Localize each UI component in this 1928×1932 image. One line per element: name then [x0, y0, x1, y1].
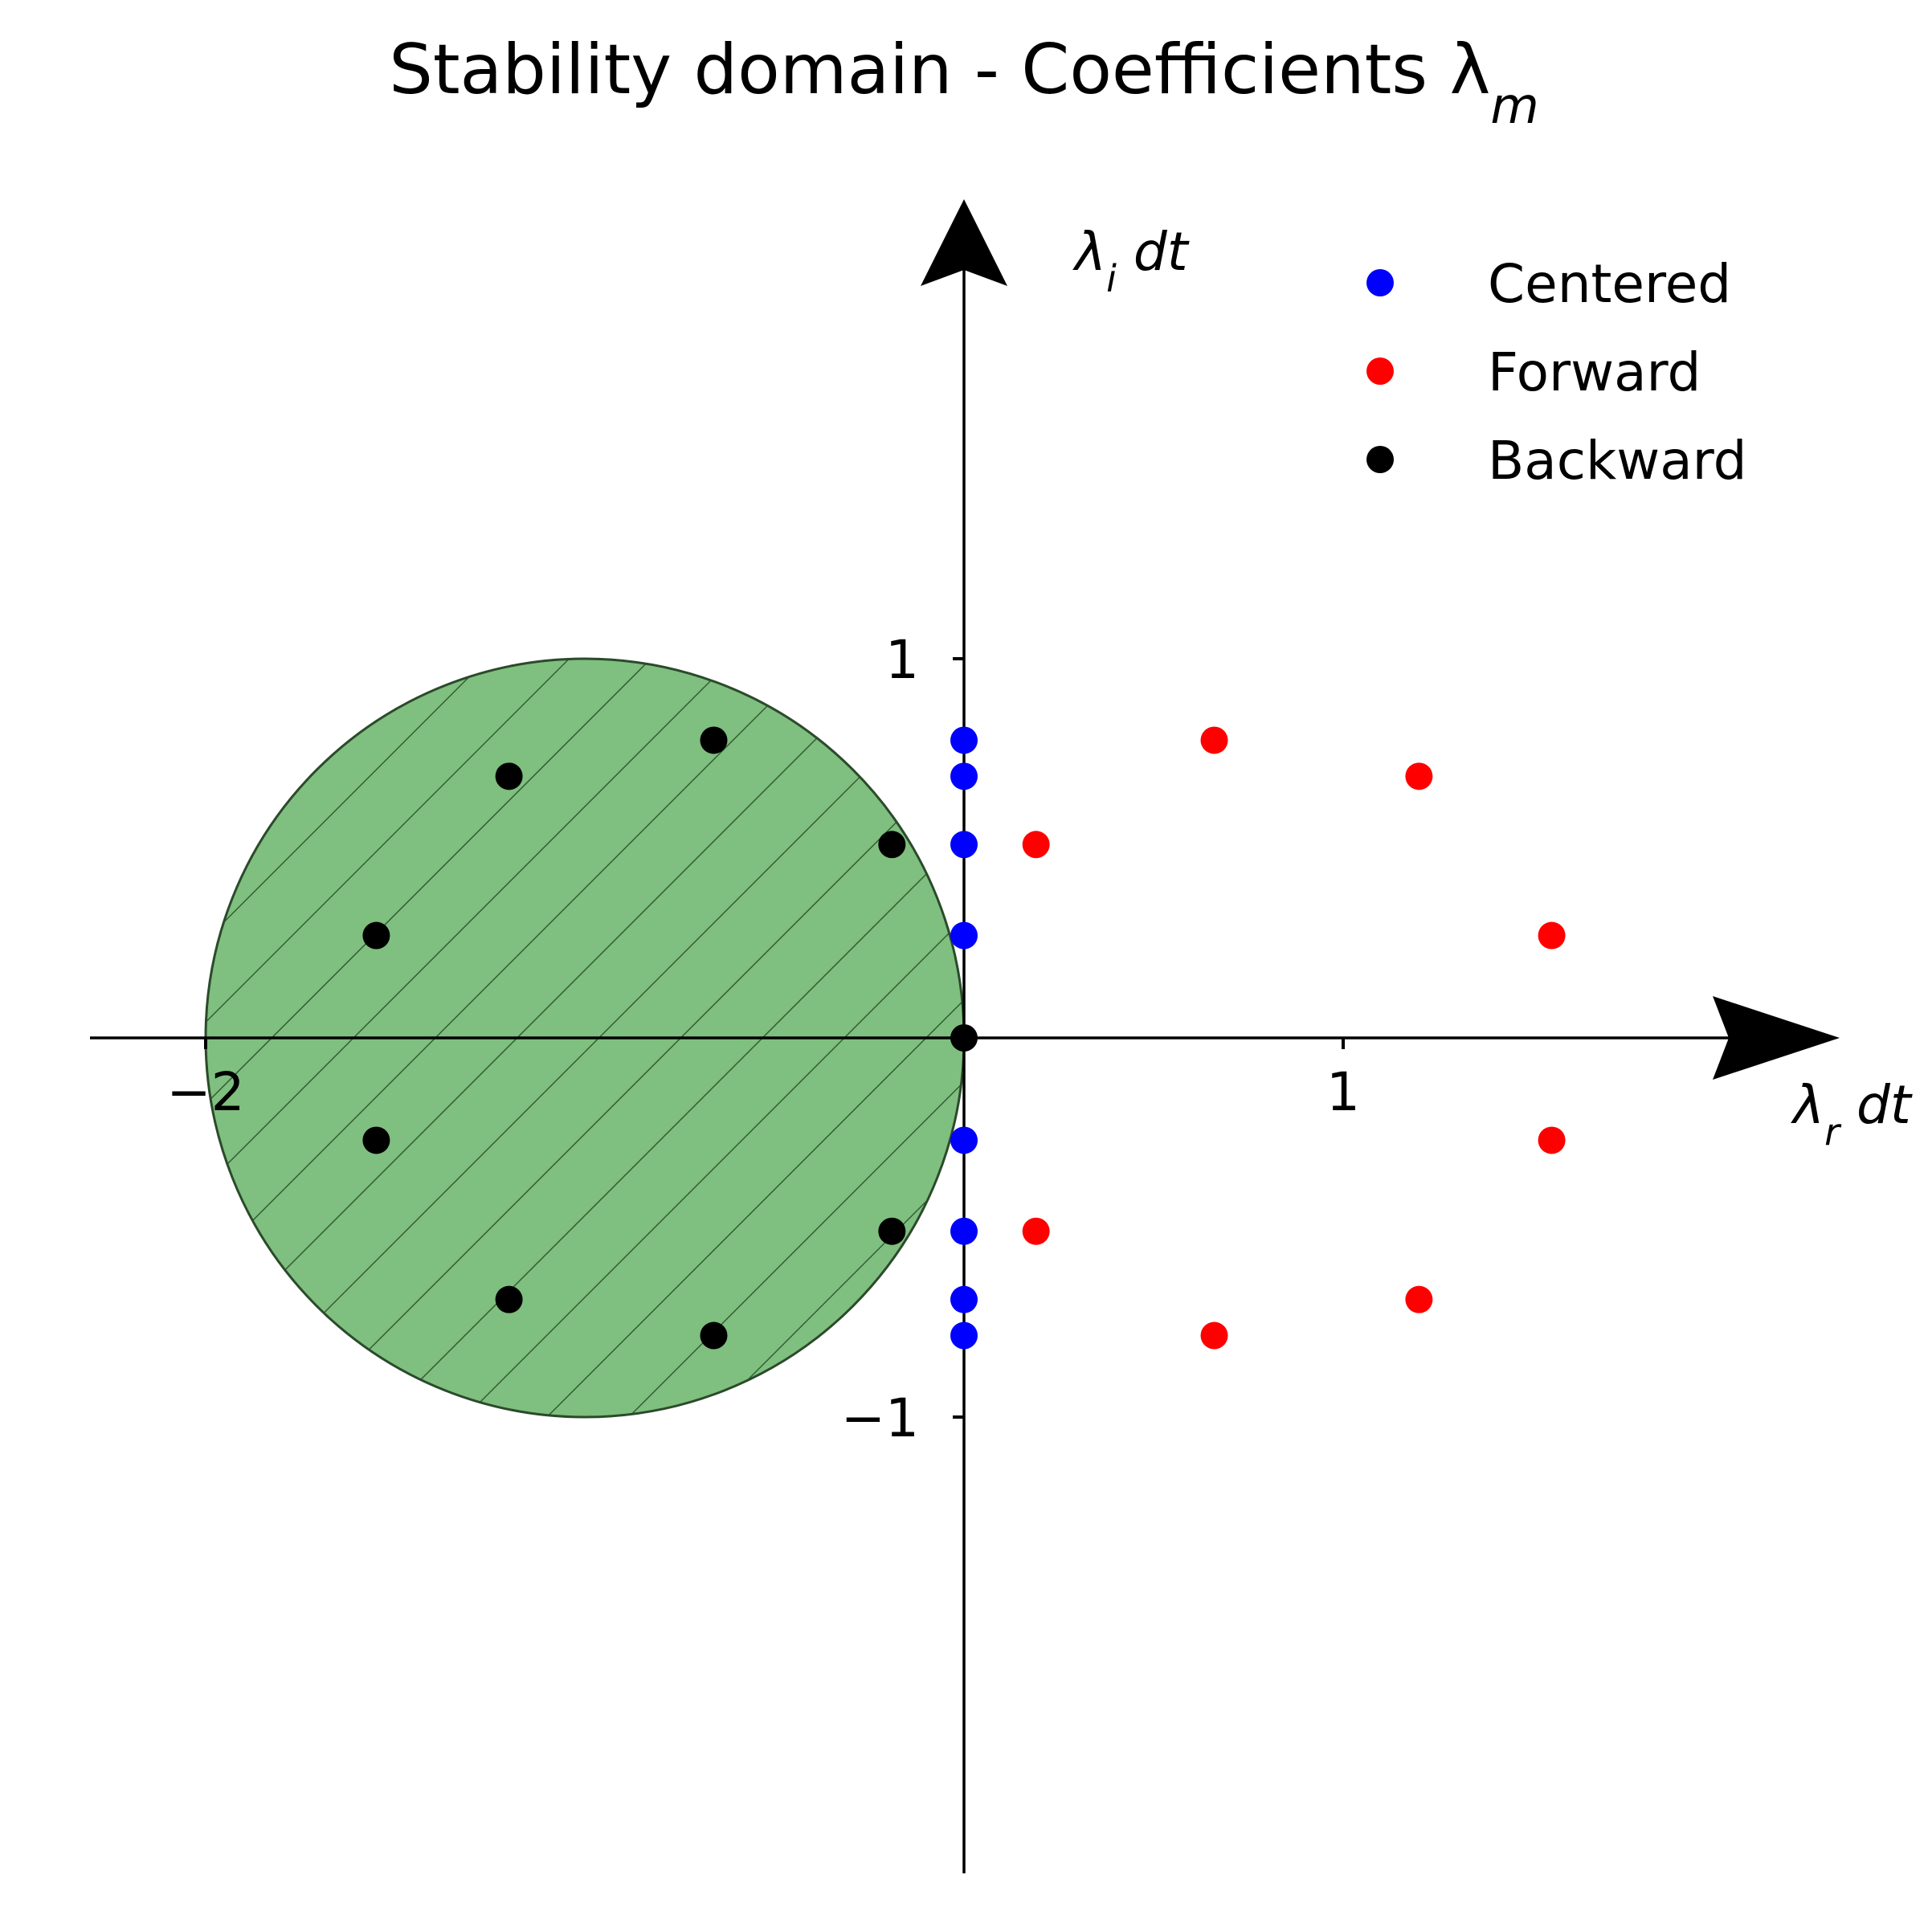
point-centered: [950, 1321, 978, 1350]
point-forward: [1538, 921, 1566, 950]
point-backward: [950, 1024, 978, 1052]
point-centered: [950, 1126, 978, 1154]
legend-marker-forward: [1366, 357, 1394, 385]
y-axis-label: λi dt: [1072, 221, 1190, 300]
ticks: −2 1 1 −1: [166, 629, 1360, 1449]
point-forward: [1200, 1321, 1228, 1350]
point-forward: [1200, 726, 1228, 754]
x-axis-arrowhead: [1713, 996, 1840, 1080]
point-backward: [878, 831, 906, 859]
legend-marker-backward: [1366, 446, 1394, 473]
legend-label-backward: Backward: [1488, 430, 1747, 492]
chart-title: Stability domain - Coefficients λm: [389, 30, 1539, 135]
axes: [90, 199, 1840, 1873]
legend: Centered Forward Backward: [1366, 253, 1747, 492]
point-centered: [950, 831, 978, 859]
point-forward: [1022, 1217, 1050, 1245]
legend-label-centered: Centered: [1488, 253, 1731, 315]
point-forward: [1405, 762, 1433, 790]
point-centered: [950, 726, 978, 754]
point-forward: [1022, 831, 1050, 859]
point-backward: [362, 1126, 390, 1154]
point-forward: [1538, 1126, 1566, 1154]
point-backward: [700, 1321, 728, 1350]
legend-label-forward: Forward: [1488, 341, 1701, 403]
point-forward: [1405, 1285, 1433, 1313]
x-tick-label: 1: [1326, 1061, 1360, 1123]
point-backward: [878, 1217, 906, 1245]
point-backward: [362, 921, 390, 950]
y-axis-arrowhead: [921, 199, 1007, 286]
point-backward: [495, 762, 523, 790]
point-backward: [700, 726, 728, 754]
y-tick-label: 1: [885, 629, 919, 691]
point-centered: [950, 1285, 978, 1313]
legend-marker-centered: [1366, 269, 1394, 296]
point-centered: [950, 762, 978, 790]
point-backward: [495, 1285, 523, 1313]
point-centered: [950, 921, 978, 950]
data-points: [362, 726, 1566, 1350]
y-tick-label: −1: [841, 1387, 919, 1449]
point-centered: [950, 1217, 978, 1245]
x-axis-label: λr dt: [1791, 1074, 1913, 1154]
x-tick-label: −2: [166, 1061, 244, 1123]
